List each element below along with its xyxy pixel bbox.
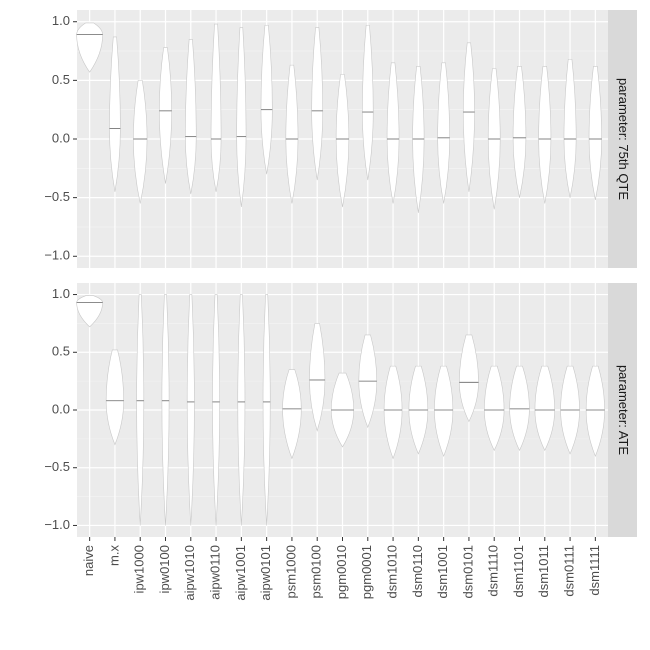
- violin: [588, 65, 602, 201]
- violin: [484, 365, 505, 452]
- violin: [534, 365, 555, 452]
- violin: [237, 294, 246, 526]
- violin: [76, 295, 103, 328]
- violin: [210, 23, 222, 192]
- violin: [437, 62, 450, 204]
- strip-label: parameter: ATE: [616, 365, 631, 455]
- x-tick-label: aipw0101: [258, 545, 273, 601]
- strip-background: [608, 283, 637, 537]
- violin: [282, 369, 302, 460]
- violin: [311, 27, 324, 181]
- x-tick-label: naive: [81, 545, 96, 576]
- violin: [459, 334, 479, 423]
- x-tick-label: dsm1101: [511, 545, 526, 598]
- violin: [362, 24, 374, 181]
- violin: [563, 58, 577, 198]
- y-tick-label: −0.5: [44, 459, 70, 474]
- violin: [158, 47, 173, 184]
- violin: [109, 36, 121, 192]
- strip-label: parameter: 75th QTE: [616, 78, 631, 200]
- x-tick-label: dsm1010: [385, 545, 400, 598]
- x-tick-label: dsm1111: [587, 545, 602, 596]
- strip-background: [608, 10, 637, 268]
- violin: [335, 74, 350, 208]
- violin: [285, 64, 299, 204]
- y-tick-label: 1.0: [52, 286, 70, 301]
- violin: [262, 294, 271, 526]
- x-tick-label: psm1000: [283, 545, 298, 598]
- violin: [538, 65, 552, 204]
- violin: [383, 365, 403, 460]
- x-tick-label: dsm1011: [536, 545, 551, 598]
- x-tick-label: dsm0101: [460, 545, 475, 598]
- violin: [105, 349, 125, 446]
- x-tick-label: m.x: [106, 545, 121, 566]
- x-tick-label: aipw1001: [233, 545, 248, 601]
- violin: [585, 365, 605, 457]
- violin: [76, 22, 103, 73]
- x-tick-label: dsm0111: [562, 545, 577, 597]
- violin: [185, 39, 197, 195]
- y-tick-label: 0.0: [52, 130, 70, 145]
- violin: [212, 294, 220, 526]
- x-tick-label: ipw1000: [132, 545, 147, 593]
- violin: [412, 65, 425, 213]
- x-tick-label: dsm1110: [486, 545, 501, 597]
- x-tick-label: dsm0110: [410, 545, 425, 598]
- violin: [161, 294, 170, 526]
- violin: [236, 27, 247, 208]
- x-tick-label: dsm1001: [435, 545, 450, 598]
- x-tick-label: ipw0100: [157, 545, 172, 593]
- x-tick-label: aipw1010: [182, 545, 197, 601]
- x-tick-label: aipw0110: [208, 545, 223, 600]
- violin: [512, 65, 527, 198]
- violin: [133, 80, 148, 204]
- y-tick-label: 1.0: [52, 13, 70, 28]
- violin: [309, 323, 326, 432]
- violin: [260, 24, 273, 175]
- violin: [136, 294, 145, 526]
- y-tick-label: 0.0: [52, 401, 70, 416]
- violin: [186, 294, 195, 526]
- x-tick-label: psm0100: [309, 545, 324, 598]
- y-tick-label: 0.5: [52, 72, 70, 87]
- violin: [462, 42, 475, 192]
- y-tick-label: 0.5: [52, 344, 70, 359]
- violin: [386, 62, 400, 204]
- y-tick-label: −1.0: [44, 248, 70, 263]
- y-tick-label: −1.0: [44, 517, 70, 532]
- y-tick-label: −0.5: [44, 189, 70, 204]
- x-tick-label: pgm0001: [359, 545, 374, 599]
- violin: [434, 365, 454, 457]
- x-tick-label: pgm0010: [334, 545, 349, 599]
- violin: [509, 365, 530, 452]
